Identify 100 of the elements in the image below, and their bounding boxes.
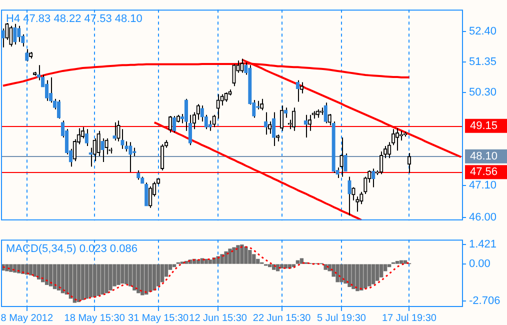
candlestick [208, 120, 212, 132]
bar [160, 264, 164, 282]
bar [296, 260, 300, 264]
x-tick-label: 8 May 2012 [0, 312, 54, 324]
bar [352, 264, 356, 290]
bar [380, 264, 384, 278]
line-series [2, 246, 410, 302]
candlestick [160, 144, 164, 171]
ref-line-label: 47.56 [470, 166, 498, 178]
bar [340, 264, 344, 282]
candlestick [116, 120, 120, 142]
candlestick [340, 137, 344, 178]
x-tick-label: 18 May 15:30 [64, 312, 126, 324]
candlestick [84, 128, 88, 146]
y-tick-label: 46.00 [469, 212, 497, 224]
candlestick [216, 94, 220, 120]
candlestick [356, 196, 360, 212]
bar [13, 264, 17, 273]
bar [37, 264, 41, 280]
bar [344, 264, 348, 284]
bar [104, 264, 108, 294]
bar [52, 264, 57, 290]
bar [204, 258, 208, 264]
bar [368, 264, 372, 286]
bar [132, 264, 136, 290]
bar [224, 251, 228, 264]
bar [240, 244, 244, 264]
candlestick [44, 80, 49, 102]
bar [9, 264, 13, 272]
chart-title: MACD(5,34,5) 0.023 0.086 [6, 243, 138, 256]
bar [80, 264, 84, 300]
bar [56, 264, 61, 290]
bar [40, 264, 45, 282]
bar [92, 264, 96, 298]
bar [108, 264, 112, 290]
candlestick [380, 150, 384, 175]
bar [372, 264, 376, 284]
bar [284, 264, 288, 268]
bar [360, 264, 364, 290]
candlestick [136, 170, 140, 180]
bar [124, 264, 128, 284]
candlestick [96, 130, 100, 157]
candlestick [56, 100, 61, 120]
y-tick-label: 50.30 [469, 86, 497, 98]
bar [29, 264, 33, 276]
y-tick-label: 51.35 [469, 56, 497, 68]
candlestick [360, 191, 364, 205]
y-tick-label: 0.00 [469, 258, 490, 270]
candlestick [352, 186, 356, 201]
candlestick [232, 64, 236, 87]
bar [336, 264, 340, 282]
bar [128, 264, 132, 286]
candlestick [112, 122, 116, 141]
y-tick-label: -2.706 [469, 295, 500, 308]
candlestick [407, 152, 412, 174]
bar [252, 254, 256, 264]
y-tick-label: 1.421 [469, 238, 497, 251]
candlestick [395, 128, 400, 152]
x-tick-label: 17 Jul 19:30 [382, 312, 437, 324]
candlestick [224, 92, 228, 102]
candlestick [324, 102, 328, 124]
bar [248, 250, 252, 264]
bar [48, 264, 53, 286]
bar [148, 264, 152, 292]
bar [76, 264, 80, 302]
bar [228, 248, 232, 264]
bar [88, 264, 92, 298]
bar [324, 264, 328, 270]
bar [200, 258, 204, 264]
bar [280, 264, 284, 268]
candlestick [13, 23, 17, 45]
candlestick [348, 176, 352, 216]
x-tick-label: 12 Jun 15:30 [189, 312, 248, 324]
bar [364, 264, 368, 288]
candlestick [168, 116, 172, 134]
bar [216, 256, 220, 264]
bar [25, 264, 29, 275]
bar [68, 264, 73, 299]
bar [387, 264, 392, 268]
bar [116, 264, 120, 285]
bar [5, 264, 9, 272]
bar [348, 264, 352, 288]
candlestick [9, 25, 13, 48]
bar [236, 245, 240, 264]
candlestick [304, 114, 308, 138]
x-tick-label: 5 Jul 19:30 [317, 312, 366, 324]
bar [120, 264, 124, 284]
candlestick [100, 138, 104, 162]
candlestick [264, 112, 268, 136]
bar [376, 264, 380, 281]
bar [33, 264, 37, 277]
bar [156, 264, 160, 286]
bar [17, 264, 21, 274]
bar [64, 264, 69, 295]
bar [244, 246, 248, 264]
candlestick [292, 107, 296, 132]
bar [100, 264, 104, 295]
candlestick [120, 128, 124, 150]
y-tick-label: 47.10 [469, 180, 497, 192]
candlestick [144, 182, 148, 206]
